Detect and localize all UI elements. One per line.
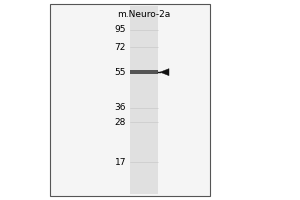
- Bar: [130, 70, 158, 74]
- Text: 55: 55: [115, 68, 126, 77]
- Text: 72: 72: [115, 43, 126, 52]
- Text: m.Neuro-2a: m.Neuro-2a: [117, 10, 171, 19]
- Text: 28: 28: [115, 118, 126, 127]
- Text: 36: 36: [115, 103, 126, 112]
- Bar: [130, 6, 158, 194]
- Text: 95: 95: [115, 25, 126, 34]
- Polygon shape: [160, 69, 169, 76]
- Text: 17: 17: [115, 158, 126, 167]
- Bar: [50, 4, 210, 196]
